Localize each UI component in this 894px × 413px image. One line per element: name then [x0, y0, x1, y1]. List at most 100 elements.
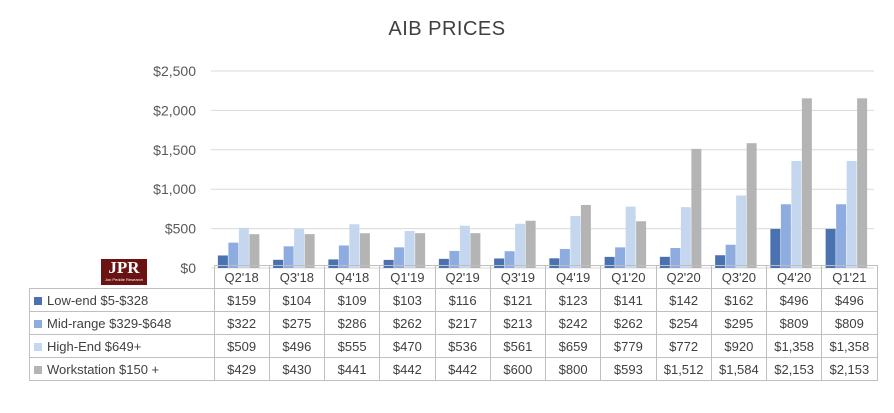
bar — [415, 233, 426, 268]
data-label: $1,512 — [655, 357, 712, 381]
series-name: Low-end $5-$328 — [47, 292, 149, 308]
bar — [549, 258, 560, 268]
bar — [294, 228, 305, 268]
data-label: $509 — [213, 334, 270, 358]
bar — [636, 221, 647, 268]
y-tick-label: $2,500 — [153, 63, 196, 79]
category-label: Q1'20 — [600, 265, 657, 289]
data-label: $103 — [379, 288, 436, 312]
category-label: Q3'18 — [268, 265, 326, 289]
bar — [504, 251, 515, 268]
bar — [559, 248, 570, 268]
series-name: Mid-range $329-$648 — [47, 315, 172, 331]
bar — [715, 255, 726, 268]
data-label: $809 — [765, 311, 823, 335]
bar — [394, 247, 405, 268]
data-label: $496 — [268, 334, 326, 358]
category-label: Q2'19 — [434, 265, 491, 289]
data-label: $441 — [323, 357, 381, 381]
bar — [801, 98, 812, 268]
category-label: Q4'18 — [323, 265, 381, 289]
y-tick-label: $1,000 — [153, 181, 196, 197]
bar — [725, 244, 736, 268]
data-label: $262 — [600, 311, 657, 335]
data-label: $1,358 — [821, 334, 878, 358]
data-label: $2,153 — [765, 357, 823, 381]
bar — [273, 259, 284, 268]
data-label: $442 — [434, 357, 491, 381]
data-label: $213 — [489, 311, 547, 335]
table-corner — [29, 265, 215, 289]
bar — [349, 224, 360, 268]
chart-title: AIB PRICES — [388, 18, 506, 40]
bar — [459, 225, 470, 268]
data-label: $159 — [213, 288, 270, 312]
y-tick-label: $2,000 — [153, 102, 196, 118]
bar — [580, 204, 591, 268]
category-label: Q2'20 — [655, 265, 712, 289]
data-label: $262 — [379, 311, 436, 335]
bar — [570, 216, 581, 268]
data-label: $217 — [434, 311, 491, 335]
bar — [283, 246, 294, 268]
bar — [228, 242, 239, 268]
data-label: $109 — [323, 288, 381, 312]
series-legend-label: Workstation $150 + — [29, 357, 215, 381]
bar — [604, 256, 615, 268]
data-label: $470 — [379, 334, 436, 358]
data-label: $162 — [710, 288, 768, 312]
data-label: $561 — [489, 334, 547, 358]
data-label: $496 — [821, 288, 878, 312]
data-label: $659 — [544, 334, 602, 358]
table-header-row: Q2'18 Q3'18 Q4'18 Q1'19 Q2'19 Q3'19 Q4'19 Q1'20… — [29, 265, 878, 289]
bar — [791, 160, 802, 268]
data-label: $254 — [655, 311, 712, 335]
data-label: $275 — [268, 311, 326, 335]
legend-swatch — [34, 319, 42, 328]
legend-swatch — [34, 342, 42, 351]
category-label: Q2'18 — [213, 265, 270, 289]
series-name: High-End $649+ — [47, 338, 142, 354]
bar — [304, 234, 315, 268]
bar — [846, 160, 857, 268]
bar — [736, 195, 747, 268]
data-label: $920 — [710, 334, 768, 358]
bar — [780, 204, 791, 268]
table-row: High-End $649+ $509 $496 $555 $470 $536 $561 $6… — [29, 334, 878, 358]
category-label: Q1'21 — [821, 265, 878, 289]
data-label: $779 — [600, 334, 657, 358]
data-label: $123 — [544, 288, 602, 312]
series-legend-label: Mid-range $329-$648 — [29, 311, 215, 335]
table-row: Low-end $5-$328 $159 $104 $109 $103 $116 $121 $… — [29, 288, 878, 312]
bar — [404, 230, 415, 268]
bar — [515, 223, 526, 268]
bar — [383, 259, 394, 268]
y-axis-ticks: $0$500$1,000$1,500$2,000$2,500 — [153, 63, 196, 276]
bar — [670, 247, 681, 268]
series-legend-label: High-End $649+ — [29, 334, 215, 358]
bar — [338, 245, 349, 268]
data-label: $2,153 — [821, 357, 878, 381]
data-label: $593 — [600, 357, 657, 381]
data-label: $104 — [268, 288, 326, 312]
data-label: $496 — [765, 288, 823, 312]
data-label: $429 — [213, 357, 270, 381]
legend-swatch — [34, 365, 42, 374]
bar — [328, 259, 339, 268]
bar — [746, 143, 757, 268]
series-legend-label: Low-end $5-$328 — [29, 288, 215, 312]
data-label: $286 — [323, 311, 381, 335]
bar — [249, 234, 260, 268]
data-label: $121 — [489, 288, 547, 312]
y-tick-label: $1,500 — [153, 142, 196, 158]
data-label: $430 — [268, 357, 326, 381]
legend-swatch — [34, 296, 42, 305]
bar — [449, 250, 460, 268]
y-tick-label: $500 — [165, 221, 196, 237]
bar — [770, 228, 781, 268]
category-label: Q3'20 — [710, 265, 768, 289]
category-label: Q4'19 — [544, 265, 602, 289]
bar — [680, 207, 691, 268]
data-label: $442 — [379, 357, 436, 381]
